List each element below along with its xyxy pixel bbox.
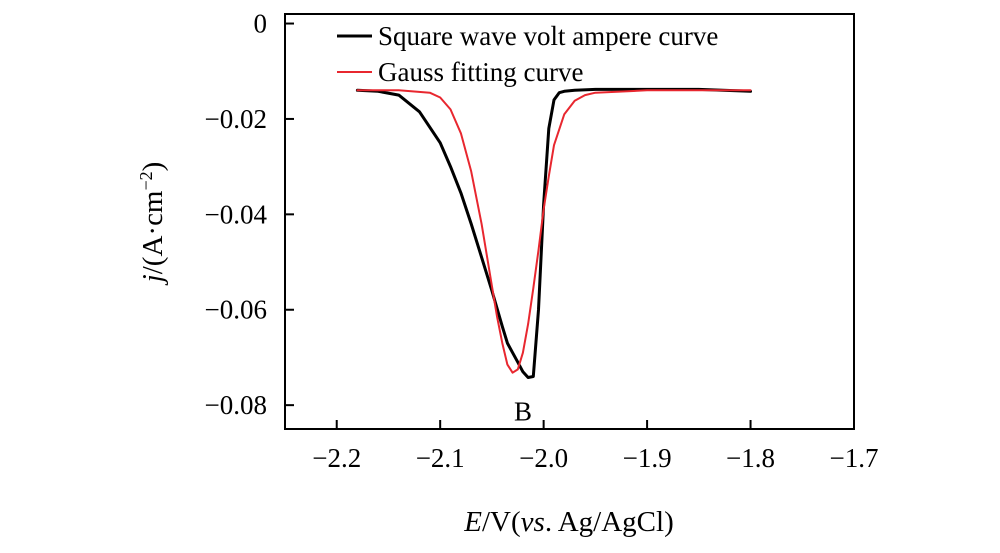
x-tick-label: −1.8 — [726, 443, 775, 473]
x-tick-label: −2.2 — [312, 443, 361, 473]
legend-label-2: Gauss fitting curve — [378, 57, 583, 87]
y-tick-label: −0.06 — [205, 295, 267, 325]
y-axis-exp: −2 — [136, 171, 156, 190]
legend-label-1: Square wave volt ampere curve — [378, 21, 718, 51]
series-layer — [355, 87, 752, 379]
x-tick-label: −1.7 — [830, 443, 879, 473]
x-tick-label: −2.1 — [416, 443, 465, 473]
x-axis-var: E — [463, 506, 482, 538]
x-axis: −2.2 −2.1 −2.0 −1.9 −1.8 −1.7 — [312, 420, 878, 473]
x-axis-vs: vs — [521, 506, 545, 538]
x-axis-unit: /V( — [482, 506, 521, 538]
y-axis-unit: /(A·cm — [137, 190, 169, 274]
y-axis: 0 −0.02 −0.04 −0.06 −0.08 — [205, 9, 294, 420]
x-tick-label: −2.0 — [519, 443, 568, 473]
annotations: B — [514, 397, 532, 427]
x-tick-label: −1.9 — [623, 443, 672, 473]
y-tick-label: −0.08 — [205, 390, 267, 420]
x-axis-ref: . Ag/AgCl) — [545, 506, 674, 538]
y-tick-label: 0 — [254, 9, 268, 39]
y-tick-label: −0.02 — [205, 104, 267, 134]
x-axis-title: E/V(vs. Ag/AgCl) — [463, 506, 673, 538]
y-tick-label: −0.04 — [205, 199, 268, 229]
annotation-label: B — [514, 397, 532, 427]
plot-frame — [284, 13, 855, 430]
y-axis-var: j — [137, 274, 169, 286]
y-axis-title: j/(A·cm−2) — [136, 162, 169, 287]
series-line-1 — [355, 87, 752, 379]
series-line-2 — [356, 89, 752, 374]
y-axis-close: ) — [137, 162, 169, 172]
legend: Square wave volt ampere curve Gauss fitti… — [337, 21, 718, 87]
